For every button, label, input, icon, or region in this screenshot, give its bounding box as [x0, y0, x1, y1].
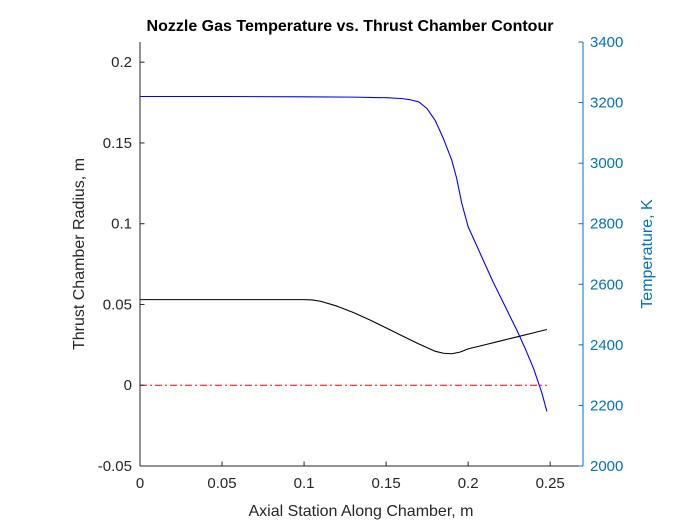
y-right-tick-label: 2400 [590, 337, 623, 354]
plot-background [140, 42, 583, 466]
x-tick-label: 0.25 [536, 475, 565, 492]
y-right-tick-label: 3000 [590, 155, 623, 172]
y-right-tick-label: 3200 [590, 95, 623, 112]
y-left-tick-label: 0.15 [103, 135, 132, 152]
y-right-tick-label: 3400 [590, 34, 623, 51]
y-left-tick-label: 0.1 [111, 216, 132, 233]
y-right-tick-label: 2200 [590, 397, 623, 414]
temperature-line [140, 95, 548, 412]
x-tick-label: 0.15 [372, 475, 401, 492]
plot-lines [140, 95, 548, 412]
y-right-axis-label: Temperature, K [639, 199, 656, 309]
y-right-tick-label: 2600 [590, 276, 623, 293]
y-right-tick-label: 2800 [590, 216, 623, 233]
y-left-axis-label: Thrust Chamber Radius, m [71, 158, 88, 350]
y-right-ticks: 2000 2200 2400 2600 2800 3000 3200 3400 [578, 34, 623, 475]
x-axis-label: Axial Station Along Chamber, m [248, 503, 473, 520]
y-left-tick-label: -0.05 [98, 458, 132, 475]
chart-title: Nozzle Gas Temperature vs. Thrust Chambe… [147, 18, 554, 35]
y-right-tick-label: 2000 [590, 458, 623, 475]
x-tick-label: 0.1 [294, 475, 315, 492]
x-tick-label: 0.2 [458, 475, 479, 492]
y-left-tick-label: 0.05 [103, 296, 132, 313]
radius-line [140, 299, 548, 355]
x-ticks: 0 0.05 0.1 0.15 0.2 0.25 [136, 461, 565, 492]
x-tick-label: 0 [136, 475, 144, 492]
axes [139, 42, 584, 467]
y-left-tick-label: 0 [124, 377, 132, 394]
y-left-tick-label: 0.2 [111, 54, 132, 71]
x-tick-label: 0.05 [207, 475, 236, 492]
y-left-ticks: -0.05 0 0.05 0.1 0.15 0.2 [98, 54, 145, 475]
